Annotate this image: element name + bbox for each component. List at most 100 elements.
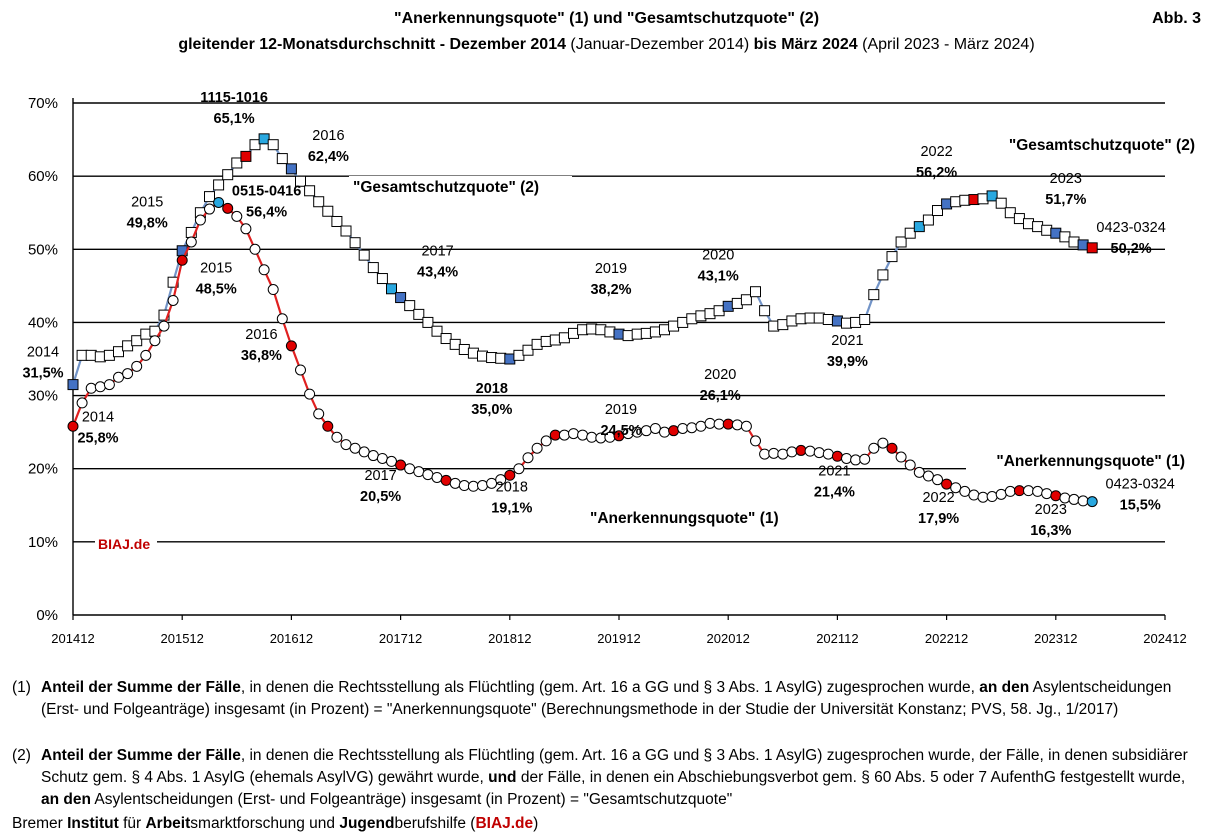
anerkennungsquote-point	[1077, 495, 1089, 507]
anerkennungsquote-point	[968, 489, 980, 501]
gesamtschutzquote-annotation: 50,2%	[1111, 241, 1152, 257]
anerkennungsquote-point	[340, 439, 352, 451]
y-tick-label: 20%	[28, 461, 58, 478]
gesamtschutzquote-point	[85, 349, 97, 361]
gesamtschutzquote-point	[1059, 231, 1071, 243]
anerkennungsquote-point	[558, 429, 570, 441]
anerkennungsquote-point	[822, 448, 834, 460]
credit-part: Bremer	[12, 815, 68, 832]
gesamtschutzquote-point	[376, 273, 388, 285]
y-tick-label: 40%	[28, 314, 58, 331]
anerkennungsquote-point	[113, 371, 124, 383]
gesamtschutzquote-annotation: 35,0%	[471, 402, 512, 418]
gesamtschutzquote-point	[677, 316, 689, 328]
anerkennungsquote-point	[404, 463, 416, 475]
anerkennungsquote-point	[740, 420, 752, 432]
anerkennungsquote-annotation: 0423-0324	[1106, 477, 1175, 493]
gesamtschutzquote-point	[577, 324, 589, 336]
gesamtschutzquote-point	[522, 344, 534, 356]
anerkennungsquote-point	[122, 368, 134, 380]
gesamtschutzquote-point	[240, 150, 252, 162]
gesamtschutzquote-point	[777, 319, 789, 331]
gesamtschutzquote-point	[531, 338, 543, 350]
anerkennungsquote-point	[540, 435, 552, 447]
anerkennungsquote-annotation: 2023	[1035, 502, 1067, 518]
anerkennungsquote-point	[768, 447, 780, 459]
gesamtschutzquote-point	[841, 317, 852, 329]
anerkennungsquote-point	[413, 466, 425, 478]
y-tick-label: 60%	[28, 168, 58, 185]
anerkennungsquote-point	[531, 442, 543, 454]
anerkennungsquote-point	[859, 453, 871, 465]
chart-title: "Anerkennungsquote" (1) und "Gesamtschut…	[393, 10, 820, 27]
anerkennungsquote-point	[240, 223, 252, 235]
anerkennungsquote-point	[440, 474, 452, 486]
gesamtschutzquote-point	[586, 323, 598, 335]
gesamtschutzquote-point	[977, 193, 989, 205]
x-tick-label: 202112	[816, 631, 858, 646]
gesamtschutzquote-point	[395, 292, 407, 304]
gesamtschutzquote-point	[795, 313, 807, 325]
anerkennungsquote-annotation: 17,9%	[918, 511, 959, 527]
gesamtschutzquote-point	[249, 139, 261, 151]
y-tick-label: 30%	[28, 388, 58, 405]
gesamtschutzquote-point	[859, 314, 871, 326]
gesamtschutzquote-point	[713, 305, 725, 317]
anerkennungsquote-annotation: 2015	[200, 260, 232, 276]
anerkennungsquote-point	[85, 382, 97, 394]
anerkennungsquote-point	[213, 196, 225, 208]
gesamtschutzquote-point	[804, 312, 816, 324]
anerkennungsquote-point	[304, 388, 316, 400]
gesamtschutzquote-point	[204, 191, 215, 203]
anerkennungsquote-point	[1086, 496, 1098, 508]
anerkennungsquote-annotation: 2019	[605, 402, 637, 418]
gesamtschutzquote-point	[895, 236, 907, 248]
y-tick-label: 70%	[28, 95, 58, 112]
subtitle-part: bis März 2024	[753, 36, 858, 53]
credit-part: BIAJ.de	[475, 815, 534, 832]
gesamtschutzquote-point	[386, 283, 397, 295]
anerkennungsquote-point	[640, 425, 652, 437]
anerkennungsquote-point	[140, 349, 152, 361]
gesamtschutzquote-point	[941, 198, 953, 210]
anerkennungsquote-point	[704, 417, 716, 429]
anerkennungsquote-point	[695, 420, 707, 432]
y-tick-label: 10%	[28, 534, 58, 551]
anerkennungsquote-point	[895, 451, 907, 463]
anerkennungsquote-annotation: 36,8%	[241, 348, 282, 364]
anerkennungsquote-annotation: 19,1%	[491, 500, 532, 516]
anerkennungsquote-point	[194, 214, 206, 226]
anerkennungsquote-point	[131, 360, 143, 372]
gesamtschutzquote-point	[1004, 207, 1016, 219]
gesamtschutzquote-annotation: 2015	[131, 195, 163, 211]
gesamtschutzquote-point	[285, 163, 297, 175]
x-tick-label: 202412	[1143, 631, 1186, 646]
footnote-2-text: Anteil der Summe der Fälle, in denen die…	[41, 745, 1202, 811]
anerkennungsquote-point	[258, 264, 270, 276]
gesamtschutzquote-point	[831, 315, 843, 327]
label-background	[586, 507, 809, 528]
gesamtschutzquote-point	[222, 169, 234, 181]
series-label: "Gesamtschutzquote" (2)	[353, 179, 539, 196]
gesamtschutzquote-annotation: 49,8%	[127, 216, 168, 232]
anerkennungsquote-point	[167, 294, 179, 306]
anerkennungsquote-point	[477, 480, 488, 492]
gesamtschutzquote-point	[904, 227, 916, 239]
anerkennungsquote-point	[276, 313, 288, 325]
gesamtschutzquote-point	[1077, 239, 1089, 251]
gesamtschutzquote-point	[276, 153, 288, 165]
gesamtschutzquote-point	[94, 351, 106, 363]
anerkennungsquote-point	[267, 284, 279, 296]
anerkennungsquote-point	[850, 454, 862, 466]
footnote-2-part: Asylentscheidungen (Erst- und Folgeanträ…	[90, 791, 733, 808]
anerkennungsquote-point	[103, 379, 115, 391]
gesamtschutzquote-point	[1086, 242, 1098, 254]
gesamtschutzquote-point	[267, 139, 279, 151]
subtitle-part: (April 2023 - März 2024)	[857, 36, 1035, 53]
anerkennungsquote-point	[1013, 485, 1025, 497]
anerkennungsquote-point	[449, 477, 461, 489]
gesamtschutzquote-annotation: 2018	[476, 381, 508, 397]
anerkennungsquote-point	[831, 450, 843, 462]
gesamtschutzquote-point	[331, 215, 343, 227]
anerkennungsquote-annotation: 2022	[922, 490, 954, 506]
